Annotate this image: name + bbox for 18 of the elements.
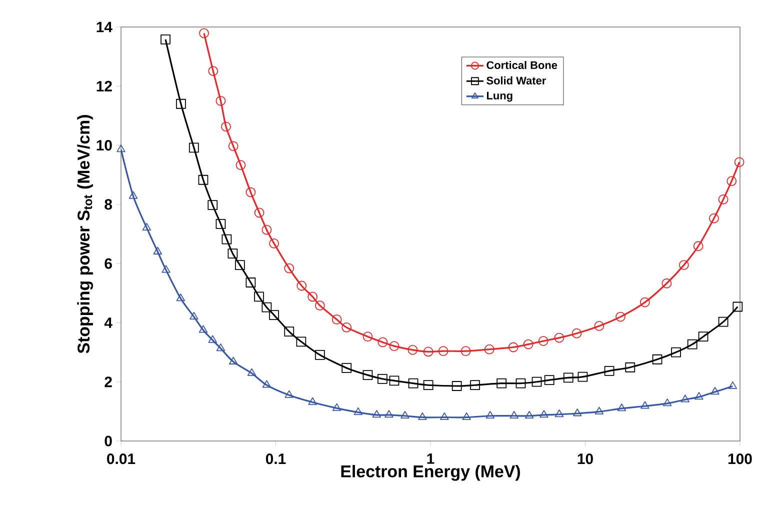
- legend-label: Solid Water: [486, 76, 546, 84]
- y-tick-label: 6: [104, 258, 112, 269]
- y-tick-label: 0: [104, 436, 112, 446]
- x-tick-label: 0.01: [107, 454, 136, 464]
- legend-label: Cortical Bone: [486, 60, 558, 70]
- y-tick-label: 4: [104, 318, 112, 328]
- y-tick-label: 2: [104, 376, 112, 388]
- x-tick-label: 1: [427, 454, 434, 464]
- x-axis-title: Electron Energy (MeV): [341, 464, 520, 481]
- x-tick-label: 0.1: [266, 454, 286, 464]
- y-tick-label: 12: [96, 80, 112, 92]
- y-tick-label: 14: [96, 22, 112, 32]
- y-axis-title: Stopping power S$_{tot}$ (MeV/cm): [77, 115, 94, 354]
- x-tick-label: 100: [728, 454, 752, 464]
- legend-label: Lung: [486, 92, 512, 102]
- y-tick-label: 8: [104, 199, 112, 210]
- x-tick-label: 10: [578, 454, 593, 464]
- y-tick-label: 10: [96, 140, 112, 151]
